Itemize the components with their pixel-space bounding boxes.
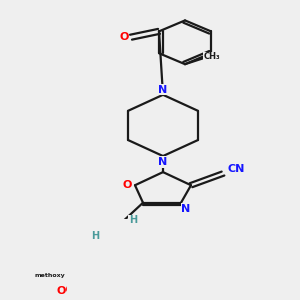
Text: N: N [182,204,190,214]
Text: O: O [122,180,132,190]
Text: CN: CN [227,164,245,174]
Text: N: N [158,85,168,95]
Text: H: H [129,215,137,225]
Text: methoxy: methoxy [34,273,65,278]
Text: O: O [56,286,66,296]
Text: CH₃: CH₃ [204,52,220,62]
Text: O: O [119,32,129,42]
Text: O: O [57,285,67,295]
Text: H: H [91,231,99,241]
Text: N: N [158,157,168,167]
